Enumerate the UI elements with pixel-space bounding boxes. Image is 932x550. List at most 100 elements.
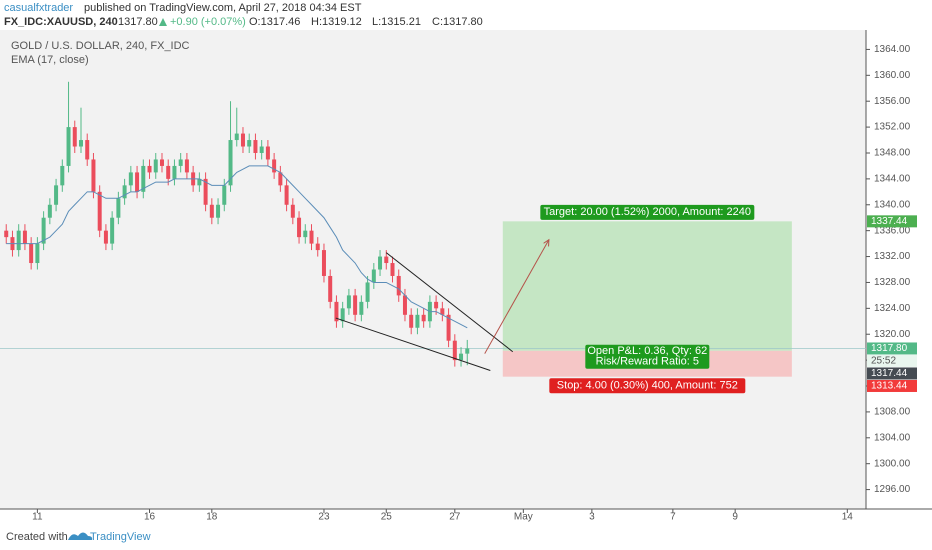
candle-body <box>41 217 46 244</box>
candle-body <box>72 127 77 147</box>
candle-body <box>16 230 21 251</box>
candle-body <box>421 314 426 322</box>
candle-body <box>297 217 302 238</box>
x-tick-label: 9 <box>732 512 738 523</box>
candle-body <box>390 263 395 276</box>
target-zone <box>502 221 792 351</box>
price-badge-label: 1317.44 <box>871 368 908 379</box>
candle-body <box>91 159 96 192</box>
x-tick-label: 7 <box>670 512 676 523</box>
y-tick-label: 1328.00 <box>874 277 911 288</box>
x-tick-label: 16 <box>144 512 156 523</box>
candle-body <box>359 301 364 315</box>
x-tick-label: 25 <box>381 512 393 523</box>
y-tick-label: 1296.00 <box>874 484 911 495</box>
candle-body <box>54 185 59 205</box>
candle-body <box>459 353 464 361</box>
candle-body <box>141 165 146 192</box>
candle-body <box>29 243 34 264</box>
published: published on TradingView.com, April 27, … <box>84 2 362 14</box>
y-tick-label: 1340.00 <box>874 199 911 210</box>
candle-body <box>334 301 339 322</box>
change: +0.90 (+0.07%) <box>170 16 246 28</box>
candle-body <box>384 256 389 264</box>
candle-body <box>22 230 27 244</box>
pnl-label: Open P&L: 0.36, Qty: 62 <box>587 345 707 357</box>
candle-body <box>452 340 457 361</box>
price-badge-label: 1313.44 <box>871 381 908 392</box>
candle-body <box>147 165 152 173</box>
countdown: 25:52 <box>871 356 896 367</box>
candle-body <box>197 178 202 186</box>
candle-body <box>153 159 158 173</box>
candle-body <box>303 230 308 238</box>
price-axis <box>866 30 932 509</box>
candle-body <box>409 314 414 328</box>
target-label: Target: 20.00 (1.52%) 2000, Amount: 2240 <box>544 206 751 218</box>
candle-body <box>116 198 121 218</box>
y-tick-label: 1364.00 <box>874 44 911 55</box>
candle-body <box>35 243 40 264</box>
candle-body <box>378 256 383 270</box>
y-tick-label: 1348.00 <box>874 148 911 159</box>
ema-line <box>6 165 468 329</box>
y-tick-label: 1344.00 <box>874 174 911 185</box>
author[interactable]: casualfxtrader <box>4 2 73 14</box>
low: L:1315.21 <box>372 16 421 28</box>
candle-body <box>259 146 264 153</box>
candle-body <box>4 230 9 238</box>
trend-line <box>385 252 514 353</box>
candle-body <box>97 191 102 231</box>
footer-brand[interactable]: TradingView <box>90 531 151 543</box>
open: O:1317.46 <box>249 16 300 28</box>
x-tick-label: 23 <box>318 512 330 523</box>
candle-body <box>66 127 71 166</box>
candle-body <box>60 165 65 186</box>
candle-body <box>47 204 52 218</box>
close: C:1317.80 <box>432 16 483 28</box>
logo <box>68 532 93 540</box>
y-tick-label: 1308.00 <box>874 407 911 418</box>
y-tick-label: 1304.00 <box>874 432 911 443</box>
y-tick-label: 1356.00 <box>874 96 911 107</box>
x-tick-label: 14 <box>842 512 854 523</box>
candle-body <box>103 230 108 244</box>
candle-body <box>159 159 164 166</box>
candle-body <box>353 295 358 315</box>
x-tick-label: 18 <box>206 512 218 523</box>
plot: Target: 20.00 (1.52%) 2000, Amount: 2240… <box>0 81 866 394</box>
price-badge-label: 1317.80 <box>871 343 908 354</box>
candle-body <box>346 295 351 309</box>
candle-body <box>415 314 420 328</box>
candle-body <box>402 295 407 315</box>
candle-body <box>434 301 439 309</box>
target-label-box <box>540 204 755 220</box>
pnl-box <box>585 344 710 369</box>
candle-body <box>216 204 221 218</box>
candle-body <box>247 140 252 147</box>
trend-line <box>335 317 491 371</box>
candle-body <box>365 282 370 302</box>
candle-body <box>278 172 283 186</box>
price-badge-label: 1337.44 <box>871 216 908 227</box>
candle-body <box>465 348 470 354</box>
candle-body <box>321 250 326 276</box>
candle-body <box>371 269 376 283</box>
candle-body <box>203 178 208 205</box>
y-tick-label: 1352.00 <box>874 122 911 133</box>
candle-body <box>172 165 177 179</box>
arrow <box>484 240 549 354</box>
high: H:1319.12 <box>311 16 362 28</box>
candle-body <box>253 140 258 153</box>
candle-body <box>446 314 451 341</box>
candle-body <box>184 159 189 173</box>
candle-body <box>222 185 227 205</box>
x-tick-label: May <box>514 512 533 523</box>
candle-body <box>128 172 133 186</box>
countdown-box <box>867 354 917 367</box>
candle-body <box>122 185 127 199</box>
y-tick-label: 1300.00 <box>874 458 911 469</box>
price-badge <box>867 215 917 228</box>
up-icon <box>159 18 167 26</box>
